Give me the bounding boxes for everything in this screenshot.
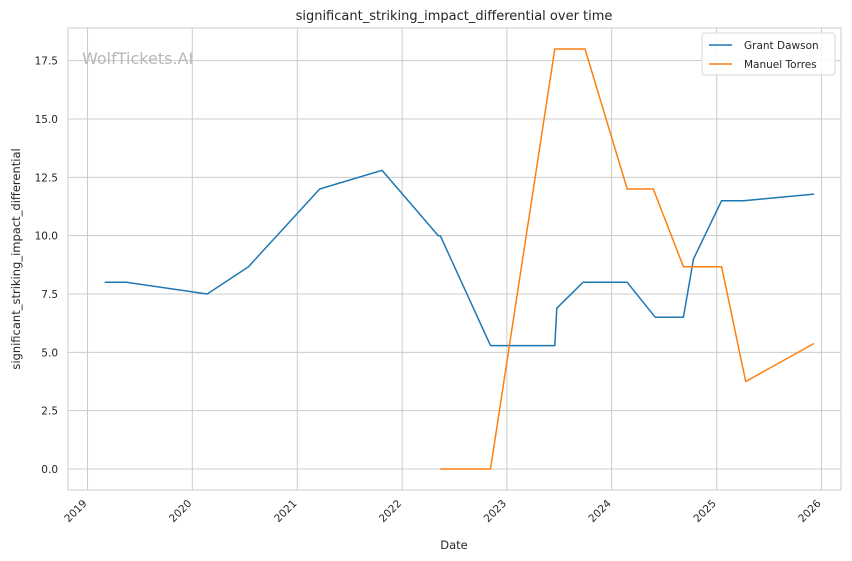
- y-tick-label: 5.0: [41, 347, 58, 359]
- plot-frame: [67, 27, 842, 491]
- legend: Grant Dawson Manuel Torres: [701, 32, 836, 76]
- y-tick-label: 7.5: [41, 289, 58, 301]
- legend-label-manuel-torres: Manuel Torres: [744, 59, 817, 71]
- series-line-manuel-torres: [440, 48, 815, 470]
- series-line-grant-dawson: [104, 169, 815, 347]
- legend-label-grant-dawson: Grant Dawson: [744, 40, 819, 52]
- grid: [68, 28, 841, 490]
- y-tick-label: 17.5: [35, 56, 58, 68]
- chart-title: significant_striking_impact_differential…: [296, 9, 613, 24]
- y-tick-label: 10.0: [35, 231, 58, 243]
- watermark: WolfTickets.AI: [82, 49, 193, 68]
- x-axis-label: Date: [440, 538, 468, 552]
- y-tick-label: 2.5: [41, 406, 58, 418]
- y-tick-label: 15.0: [35, 114, 58, 126]
- y-tick-labels: 0.0 2.5 5.0 7.5 10.0 12.5 15.0 17.5: [35, 56, 58, 476]
- y-tick-label: 12.5: [35, 172, 58, 184]
- plot-lines: [104, 48, 815, 470]
- y-axis-label: significant_striking_impact_differential: [9, 148, 23, 369]
- y-tick-label: 0.0: [41, 464, 58, 476]
- legend-box: [701, 32, 836, 76]
